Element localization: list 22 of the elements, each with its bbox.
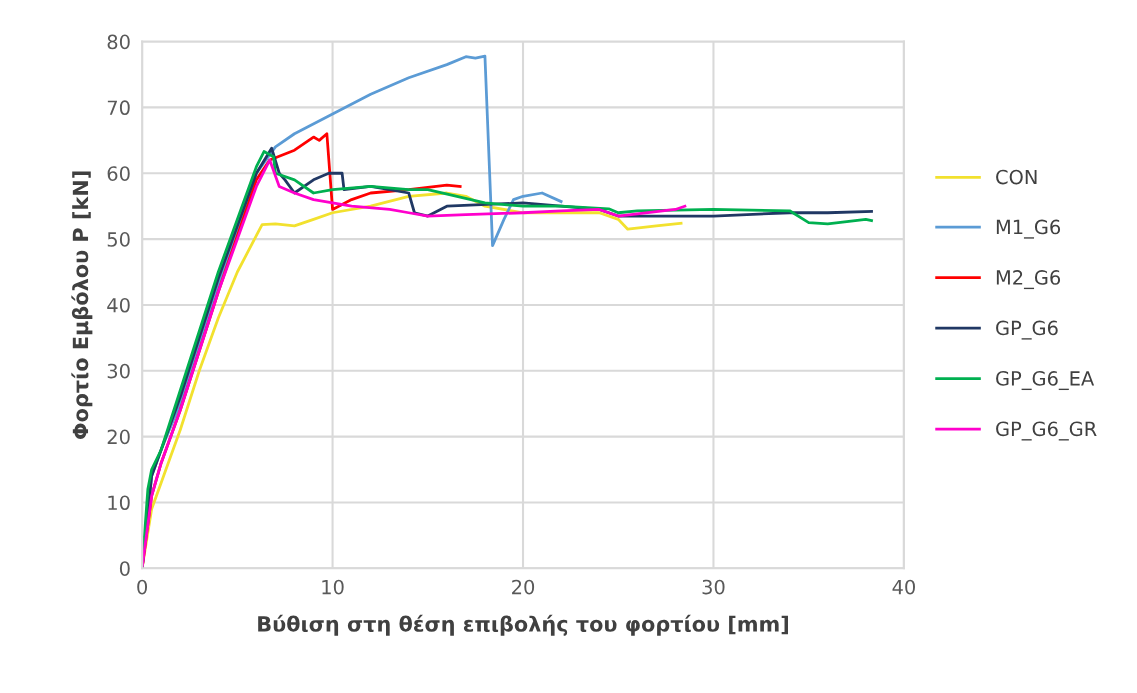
y-tick-label: 20 [107,429,130,445]
x-axis-title: Βύθιση στη θέση επιβολής του φορτίου [mm] [258,614,788,636]
x-tick-label: 30 [702,579,725,595]
y-tick-label: 10 [108,495,130,511]
legend-label: GP_G6 [996,320,1058,340]
legend-label: M1_G6 [996,219,1061,239]
y-tick-label: 0 [119,561,130,576]
legend-label: GP_G6_EA [996,371,1095,391]
legend-label: M2_G6 [996,270,1061,290]
x-tick-label: 10 [322,579,344,595]
y-axis-title: Φορτίο Εμβόλου P [kN] [71,171,93,440]
y-tick-label: 30 [107,363,130,379]
y-tick-label: 40 [107,297,130,313]
legend-label: GP_G6_GR [996,421,1097,441]
legend-label: CON [996,169,1037,185]
y-tick-label: 60 [107,166,130,181]
x-tick-label: 40 [892,579,915,595]
x-tick-label: 0 [137,579,148,595]
x-tick-label: 20 [512,579,535,595]
y-tick-label: 80 [107,34,130,50]
y-tick-label: 70 [107,100,130,116]
y-tick-label: 50 [107,232,130,247]
